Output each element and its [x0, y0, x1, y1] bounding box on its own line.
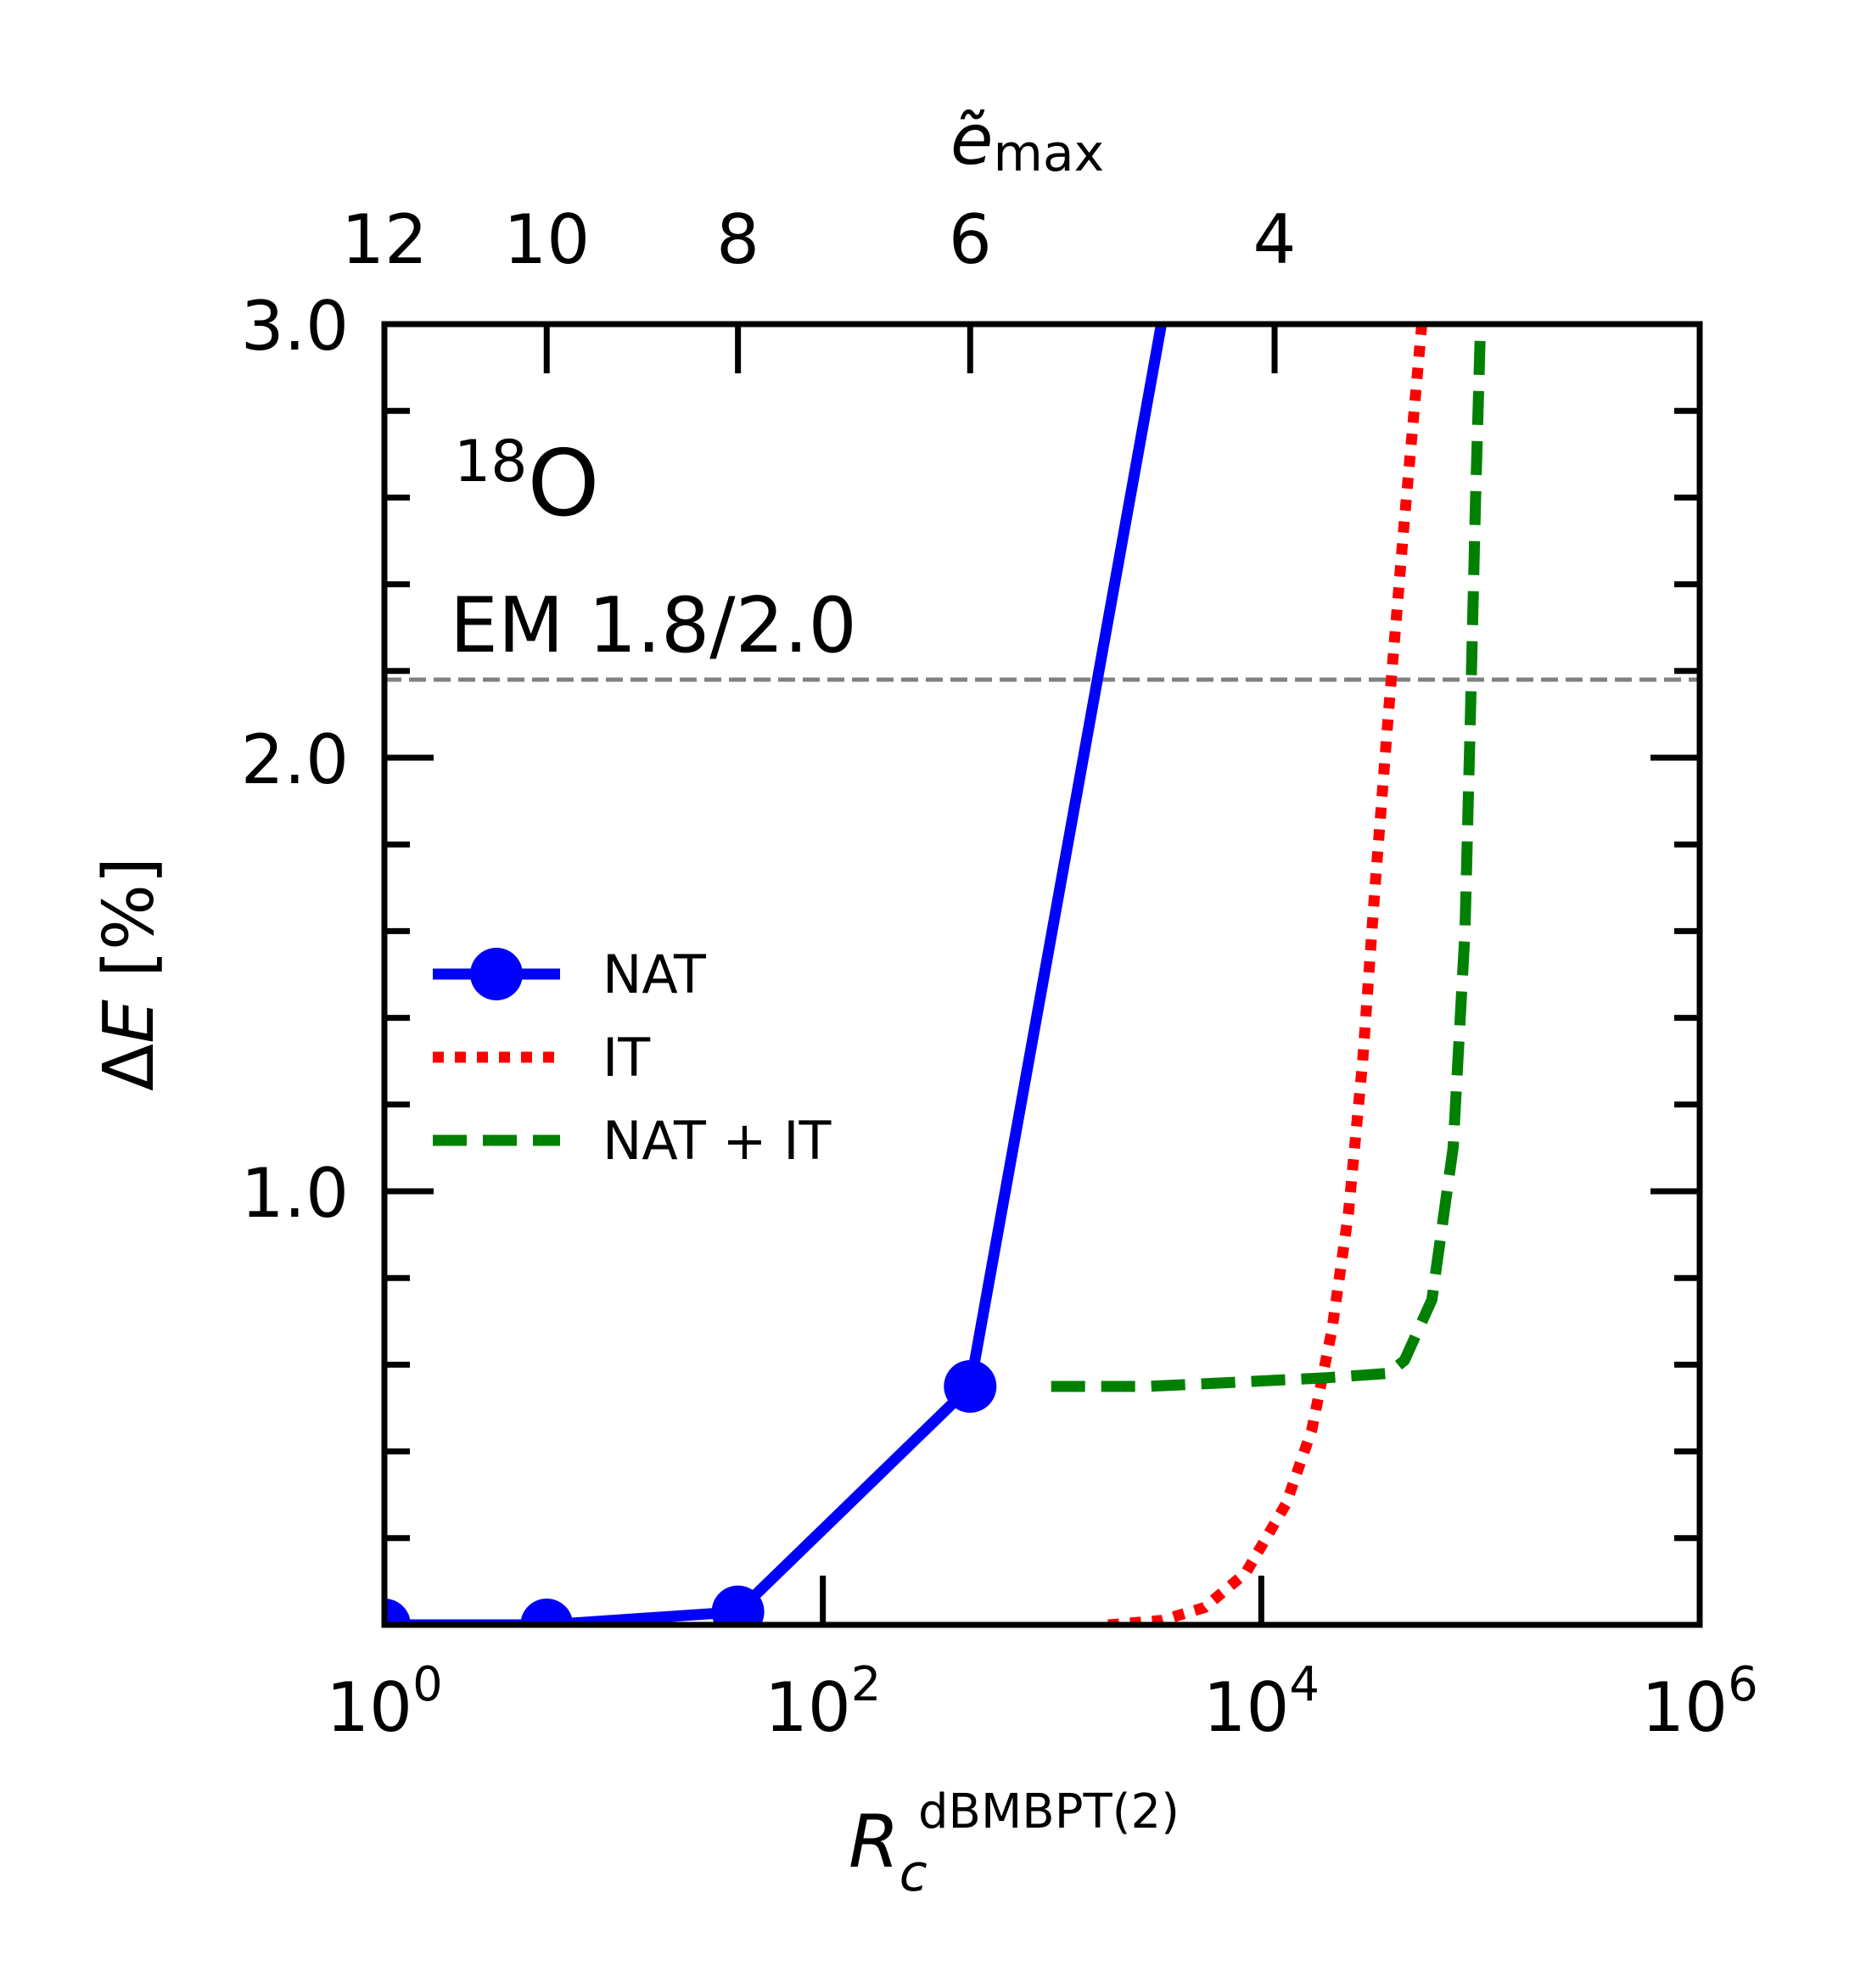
top-tick-label: 4: [1253, 200, 1297, 279]
x-tick-label-exponent: 0: [412, 1657, 443, 1712]
y-tick-label: 3.0: [241, 287, 349, 366]
x-axis-label-subscript: c: [899, 1844, 928, 1903]
y-tick-label: 1.0: [241, 1154, 349, 1233]
plot-area: [384, 324, 1700, 1625]
top-tick-label: 6: [949, 200, 992, 279]
x-tick-label: 106: [1641, 1657, 1757, 1747]
x-axis-label-main: R: [849, 1800, 899, 1884]
x-tick-label-base: 10: [765, 1668, 851, 1747]
y-tick-label: 2.0: [241, 720, 349, 799]
top-tick-label: 10: [503, 200, 590, 279]
x-tick-label: 100: [326, 1657, 442, 1747]
series-point-nat-3: [944, 1359, 997, 1413]
top-tick-label: 8: [716, 200, 759, 279]
legend-label: NAT + IT: [602, 1110, 832, 1172]
nucleus-symbol: O: [528, 431, 600, 537]
series-group: [384, 324, 1487, 1625]
x-tick-label-exponent: 4: [1289, 1657, 1320, 1712]
x-tick-label-exponent: 6: [1728, 1657, 1758, 1712]
series-line-nat-it: [1051, 324, 1487, 1392]
x-tick-label-base: 10: [326, 1668, 412, 1747]
x-tick-label-exponent: 2: [851, 1657, 882, 1712]
x-tick-label-base: 10: [1203, 1668, 1290, 1747]
legend-label: IT: [602, 1027, 651, 1089]
series-point-nat-0: [384, 1599, 411, 1625]
y-axis-label-delta: Δ: [89, 1044, 170, 1091]
nucleus-mass-number: 18: [454, 428, 528, 496]
y-axis-label: ΔE [%]: [89, 857, 170, 1091]
x-axis-label-superscript: dBMBPT(2): [918, 1784, 1180, 1840]
x-axis-label: RcdBMBPT(2): [849, 1784, 1180, 1903]
y-axis-label-symbol: E: [89, 1000, 170, 1044]
legend: NAT IT NAT + IT: [433, 944, 832, 1172]
legend-marker: [470, 948, 523, 1000]
interaction-label: EM 1.8/2.0: [450, 581, 857, 670]
x-tick-label: 102: [765, 1657, 881, 1747]
series-point-nat-2: [711, 1585, 765, 1625]
series-point-nat-1: [520, 1599, 574, 1625]
y-axis-label-unit: [%]: [89, 857, 170, 1000]
top-axis-label: ẽmax: [950, 100, 1104, 183]
top-axis-label-subscript: max: [993, 124, 1104, 183]
series-line-it: [1107, 324, 1427, 1625]
nucleus-label: 18O: [454, 428, 600, 537]
x-tick-label-base: 10: [1641, 1668, 1728, 1747]
annotation-group: 18O EM 1.8/2.0: [450, 428, 857, 670]
x-tick-label: 104: [1203, 1657, 1320, 1747]
plot-frame: [381, 321, 1703, 1628]
top-tick-label: 12: [341, 200, 428, 279]
top-axis-label-main: ẽ: [950, 100, 993, 181]
legend-label: NAT: [602, 944, 707, 1005]
